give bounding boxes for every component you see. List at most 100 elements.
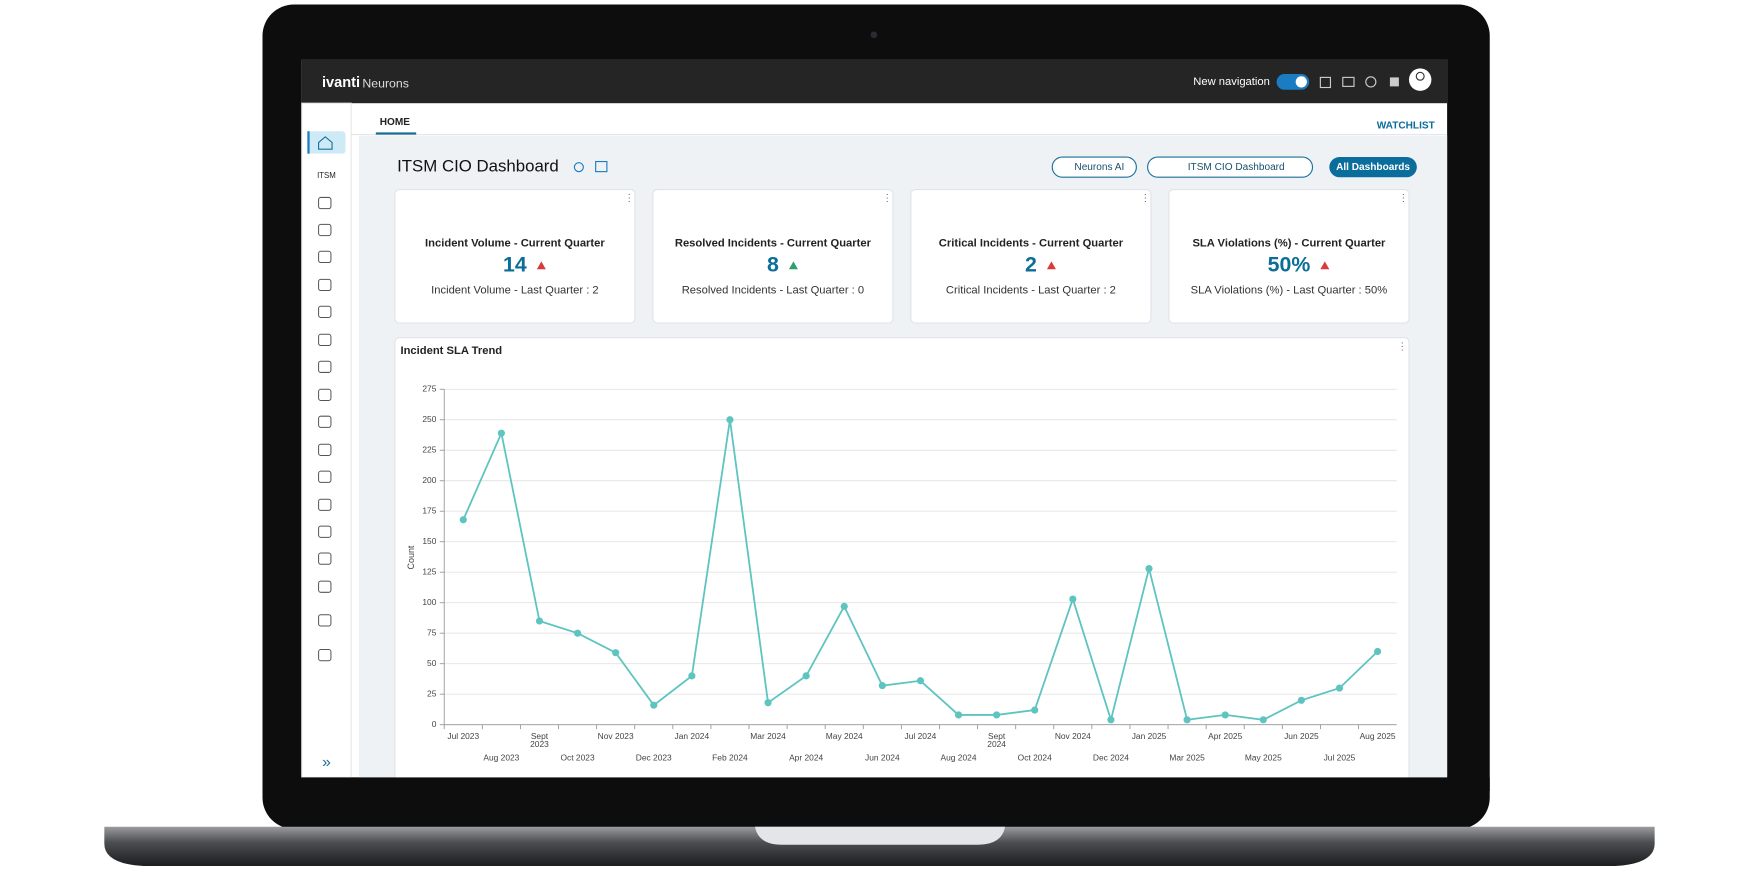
x-tick-label: Dec 2023 <box>636 753 672 763</box>
button-label[interactable]: Neurons AI <box>1074 162 1124 173</box>
kpi-card <box>652 189 894 324</box>
watchlist-tab[interactable]: WATCHLIST <box>1377 120 1436 131</box>
trend-indicator <box>536 261 546 270</box>
data-point[interactable] <box>1145 564 1153 573</box>
x-tick-label: Jan 2024 <box>675 731 710 741</box>
data-point[interactable] <box>535 617 544 625</box>
kpi-subtitle: Resolved Incidents - Last Quarter : 0 <box>682 285 864 297</box>
nav-icon[interactable] <box>318 223 332 237</box>
y-tick-label: 175 <box>422 505 436 515</box>
data-point[interactable] <box>1069 595 1077 603</box>
card-menu[interactable]: ⋮ <box>624 193 634 204</box>
data-point[interactable] <box>612 649 620 657</box>
data-point[interactable] <box>1297 696 1305 704</box>
nav-icon[interactable] <box>318 649 332 662</box>
card-menu[interactable]: ⋮ <box>1397 341 1407 352</box>
nav-icon[interactable] <box>318 333 332 347</box>
card-menu[interactable]: ⋮ <box>882 193 892 204</box>
data-point[interactable] <box>764 699 772 707</box>
data-point[interactable] <box>993 711 1001 719</box>
x-tick-label: Jul 2025 <box>1324 753 1356 763</box>
fullscreen-icon[interactable] <box>1319 76 1332 89</box>
data-point[interactable] <box>916 677 925 685</box>
trend-indicator <box>1046 261 1056 270</box>
data-point[interactable] <box>954 711 963 719</box>
data-point[interactable] <box>497 429 505 437</box>
kpi-title: Incident Volume - Current Quarter <box>425 237 605 249</box>
y-tick-label: 250 <box>422 414 436 424</box>
brand: ivanti <box>322 75 360 91</box>
data-point[interactable] <box>650 701 658 709</box>
button-label[interactable]: All Dashboards <box>1336 162 1410 173</box>
kpi-card <box>910 189 1152 324</box>
product: Neurons <box>362 76 409 90</box>
layout-icon[interactable] <box>595 160 608 173</box>
kpi-value: 2 <box>1025 252 1037 276</box>
button[interactable] <box>1147 156 1314 178</box>
nav-icon[interactable] <box>318 305 332 318</box>
x-tick-label: Aug 2023 <box>483 753 519 763</box>
button[interactable] <box>1051 156 1137 178</box>
refresh-icon[interactable] <box>573 162 584 173</box>
button-label[interactable]: ITSM CIO Dashboard <box>1188 162 1285 173</box>
nav-icon[interactable] <box>318 552 332 565</box>
nav-icon[interactable] <box>318 415 332 428</box>
kpi-card <box>1168 189 1410 324</box>
apps-icon[interactable] <box>1389 77 1399 87</box>
nav-icon[interactable] <box>318 196 332 210</box>
nav-icon[interactable] <box>318 614 332 627</box>
x-tick-label: Nov 2023 <box>598 731 634 741</box>
data-point[interactable] <box>1183 716 1191 724</box>
data-point[interactable] <box>459 516 467 524</box>
laptop-base <box>104 826 1655 867</box>
card-menu[interactable]: ⋮ <box>1398 193 1408 204</box>
data-point[interactable] <box>878 682 886 690</box>
trend-indicator <box>1320 261 1330 270</box>
help-icon[interactable] <box>1365 76 1377 88</box>
y-tick-label: 225 <box>422 444 436 454</box>
nav-icon[interactable] <box>318 250 332 264</box>
button[interactable] <box>1329 157 1417 178</box>
tab-underline <box>375 132 417 135</box>
data-point[interactable] <box>688 672 696 680</box>
nav-icon[interactable] <box>318 278 332 292</box>
nav-icon[interactable] <box>318 388 332 401</box>
home-icon[interactable] <box>318 136 333 150</box>
nav-icon[interactable] <box>318 580 332 593</box>
kpi-subtitle: Incident Volume - Last Quarter : 2 <box>431 285 599 297</box>
nav-icon[interactable] <box>318 360 332 373</box>
data-point[interactable] <box>1031 706 1039 714</box>
camera <box>870 31 878 39</box>
data-point[interactable] <box>1335 684 1344 692</box>
data-point[interactable] <box>573 629 582 637</box>
data-point[interactable] <box>1107 716 1115 724</box>
data-point[interactable] <box>1221 711 1229 719</box>
data-point[interactable] <box>1259 716 1267 724</box>
nav-icon[interactable] <box>318 443 332 456</box>
y-tick-label: 50 <box>427 658 437 668</box>
avatar-head <box>1415 71 1425 81</box>
data-point[interactable] <box>1373 647 1382 656</box>
x-tick-label: Apr 2024 <box>789 753 823 763</box>
data-point[interactable] <box>840 602 848 610</box>
nav-icon[interactable] <box>318 470 332 483</box>
y-tick-label: 100 <box>422 597 436 607</box>
plot: 0 25 50 75 100 125 150 175 200 225 250 275 Jul 2023 A… <box>422 383 1397 763</box>
card-menu[interactable]: ⋮ <box>1140 193 1150 204</box>
trend-indicator <box>788 261 798 270</box>
x-tick-label: Jul 2023 <box>447 731 479 741</box>
data-point[interactable] <box>802 672 810 680</box>
x-tick-label: Nov 2024 <box>1055 731 1091 741</box>
x-tick-label: Jan 2025 <box>1132 731 1167 741</box>
nav-icon[interactable] <box>318 525 332 538</box>
nav-icon[interactable] <box>318 498 332 511</box>
expand-icon[interactable]: » <box>322 754 331 771</box>
cast-icon[interactable] <box>1342 76 1355 87</box>
sidebar-section: ITSM <box>317 171 336 180</box>
y-tick-label: 0 <box>432 719 437 729</box>
home-tab[interactable]: HOME <box>380 117 411 128</box>
x-tick-label: Mar 2024 <box>750 731 786 741</box>
data-point[interactable] <box>726 416 734 424</box>
